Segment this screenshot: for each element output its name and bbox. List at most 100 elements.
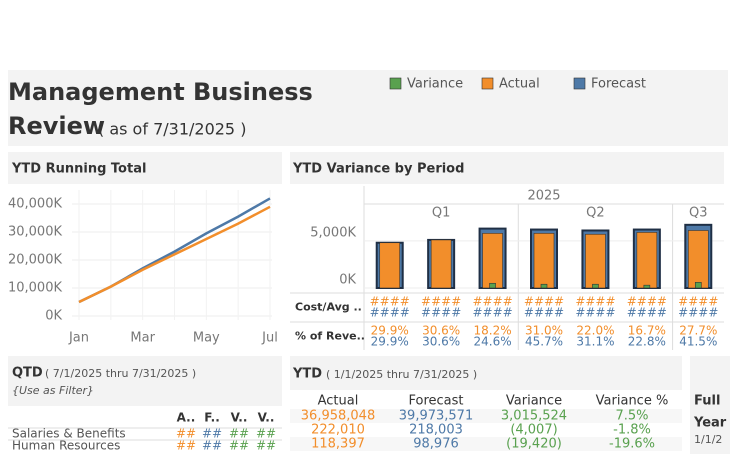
cell: 30.6% bbox=[422, 324, 460, 338]
y-tick-label: 20,000K bbox=[8, 253, 62, 268]
x-tick-label: Mar bbox=[130, 331, 155, 346]
cell: #### bbox=[421, 306, 461, 320]
panel-title-bar bbox=[8, 356, 282, 406]
row-label: Cost/Avg .. bbox=[295, 301, 362, 314]
cell: #### bbox=[678, 306, 718, 320]
y-tick-label: 0K bbox=[45, 309, 62, 324]
cell: ## bbox=[202, 439, 222, 453]
bar bbox=[694, 282, 702, 289]
cell: 22.8% bbox=[628, 335, 666, 349]
cell: #### bbox=[472, 306, 512, 320]
cell: 7.5% bbox=[615, 409, 648, 424]
header-panel bbox=[8, 70, 728, 146]
cell: 3,015,524 bbox=[501, 409, 567, 424]
cell: -1.8% bbox=[613, 423, 651, 438]
cell: #### bbox=[472, 295, 512, 309]
bar bbox=[379, 242, 401, 289]
chart-title: YTD Running Total bbox=[11, 162, 146, 177]
cell: ## bbox=[176, 427, 196, 441]
cell: 16.7% bbox=[628, 324, 666, 338]
bar bbox=[636, 232, 658, 289]
cell: ## bbox=[256, 439, 276, 453]
column-header: F.. bbox=[204, 411, 220, 425]
cell: 27.7% bbox=[679, 324, 717, 338]
cell: 31.0% bbox=[525, 324, 563, 338]
y-tick-label: 10,000K bbox=[8, 281, 62, 296]
cell: ## bbox=[176, 439, 196, 453]
column-header: Variance bbox=[506, 394, 562, 409]
cell: 31.1% bbox=[576, 335, 614, 349]
cell: 24.6% bbox=[474, 335, 512, 349]
subtitle: ( as of 7/31/2025 ) bbox=[98, 120, 246, 139]
y-tick-label: 0K bbox=[339, 273, 356, 288]
cell: 30.6% bbox=[422, 335, 460, 349]
cell: 18.2% bbox=[474, 324, 512, 338]
column-header: V.. bbox=[258, 411, 275, 425]
cell: ## bbox=[256, 427, 276, 441]
column-header: V.. bbox=[231, 411, 248, 425]
legend-swatch bbox=[481, 77, 494, 90]
cell: 29.9% bbox=[371, 335, 409, 349]
column-header: Q2 bbox=[586, 206, 605, 221]
row-stripe bbox=[290, 409, 682, 423]
cell: 118,397 bbox=[311, 437, 365, 452]
section-title: YTD bbox=[292, 367, 322, 382]
column-header: A.. bbox=[177, 411, 196, 425]
cell: 222,010 bbox=[311, 423, 365, 438]
cell: #### bbox=[524, 306, 564, 320]
panel-title-bar bbox=[290, 152, 724, 184]
legend-swatch bbox=[573, 77, 586, 90]
panel-title-bar bbox=[290, 356, 682, 390]
row-label: Human Resources bbox=[12, 439, 120, 453]
cell: 39,973,571 bbox=[399, 409, 473, 424]
cell: #### bbox=[370, 306, 410, 320]
cell: 98,976 bbox=[413, 437, 459, 452]
section-range: 1/1/2 bbox=[694, 433, 722, 446]
y-tick-label: 40,000K bbox=[8, 197, 62, 212]
column-header: Q3 bbox=[689, 206, 708, 221]
bar bbox=[585, 233, 606, 289]
cell: 41.5% bbox=[679, 335, 717, 349]
panel-title-bar bbox=[8, 152, 282, 184]
bar bbox=[592, 283, 599, 289]
chart-title: YTD Variance by Period bbox=[292, 162, 464, 177]
cell: 218,003 bbox=[409, 423, 463, 438]
column-header: Q1 bbox=[432, 206, 451, 221]
cell: #### bbox=[678, 295, 718, 309]
cell: #### bbox=[575, 306, 615, 320]
bar bbox=[489, 282, 496, 289]
section-title: Full bbox=[694, 394, 720, 409]
y-tick-label: 30,000K bbox=[8, 225, 62, 240]
bar bbox=[687, 230, 709, 289]
y-tick-label: 5,000K bbox=[310, 225, 356, 240]
row-stripe bbox=[290, 437, 682, 451]
cell: 36,958,048 bbox=[301, 409, 375, 424]
cell: #### bbox=[575, 295, 615, 309]
bar bbox=[540, 283, 548, 289]
bar bbox=[482, 233, 503, 289]
column-header: 2025 bbox=[527, 189, 560, 204]
legend-swatch bbox=[389, 77, 402, 90]
bar bbox=[643, 284, 651, 289]
panel bbox=[690, 356, 730, 454]
x-tick-label: Jul bbox=[261, 331, 278, 346]
x-tick-label: Jan bbox=[68, 331, 89, 346]
line bbox=[78, 205, 271, 304]
cell: (4,007) bbox=[510, 423, 557, 438]
legend-label: Actual bbox=[499, 77, 540, 92]
cell: ## bbox=[229, 427, 249, 441]
cell: 22.0% bbox=[576, 324, 614, 338]
bar bbox=[430, 239, 452, 289]
cell: 45.7% bbox=[525, 335, 563, 349]
cell: (19,420) bbox=[506, 437, 562, 452]
cell: 29.9% bbox=[371, 324, 409, 338]
title: Review bbox=[8, 112, 105, 140]
column-header: Actual bbox=[318, 394, 359, 409]
cell: #### bbox=[627, 295, 667, 309]
column-header: Variance % bbox=[596, 394, 669, 409]
x-tick-label: May bbox=[193, 331, 220, 346]
cell: #### bbox=[370, 295, 410, 309]
cell: ## bbox=[229, 439, 249, 453]
section-title: QTD bbox=[12, 366, 43, 381]
